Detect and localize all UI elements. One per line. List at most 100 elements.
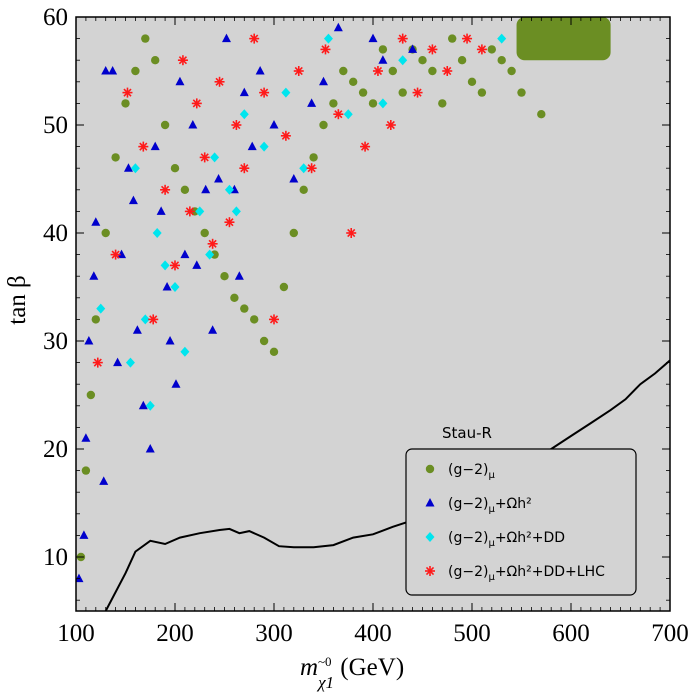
- g2-relic-dd-lhc-point: [160, 184, 171, 195]
- g2-relic-point: [113, 357, 123, 367]
- g2-relic-point: [101, 66, 111, 75]
- g2-point: [230, 293, 239, 302]
- x-tick-label: 200: [156, 620, 194, 647]
- g2-relic-dd-lhc-point: [412, 87, 423, 98]
- legend-entry-label: (g−2)μ+Ωh²+DD: [448, 530, 565, 549]
- g2-relic-dd-lhc-point: [346, 228, 357, 238]
- x-tick-label: 500: [453, 620, 491, 647]
- g2-point: [467, 77, 477, 87]
- g2-relic-dd-point: [96, 303, 106, 314]
- g2-relic-dd-point: [259, 141, 269, 152]
- g2-relic-dd-lhc-point: [442, 66, 453, 76]
- g2-point: [428, 66, 437, 76]
- g2-relic-dd-lhc-point: [427, 44, 438, 55]
- g2-relic-dd-point: [205, 249, 215, 260]
- g2-relic-point: [333, 22, 343, 32]
- g2-relic-point: [145, 444, 155, 453]
- g2-relic-point: [175, 76, 185, 86]
- g2-relic-point: [247, 141, 257, 151]
- g2-relic-dd-lhc-point: [184, 206, 195, 217]
- g2-point: [368, 99, 378, 108]
- x-axis-label-sup: ~0: [318, 654, 332, 669]
- g2-point: [269, 347, 279, 356]
- y-tick-label: 30: [43, 328, 68, 355]
- g2-relic-dd-lhc-point: [476, 44, 487, 55]
- g2-relic-dd-point: [231, 206, 241, 217]
- g2-relic-dd-lhc-point: [280, 130, 291, 141]
- g2-point: [289, 228, 298, 238]
- g2-relic-dd-lhc-point: [191, 98, 202, 109]
- g2-relic-point: [192, 260, 202, 269]
- g2-point: [121, 99, 130, 108]
- g2-relic-point: [99, 476, 109, 485]
- g2-relic-dd-point: [160, 260, 170, 271]
- g2-point: [160, 120, 170, 130]
- g2-relic-dd-lhc-point: [293, 66, 304, 76]
- g2-relic-dd-lhc-point: [320, 44, 331, 55]
- g2-relic-dd-lhc-point: [306, 163, 317, 174]
- curve-layer: [104, 359, 670, 611]
- g2-relic-dd-lhc-point: [397, 33, 408, 44]
- g2-relic-point: [307, 98, 317, 107]
- g2-relic-dd-lhc-point: [231, 120, 242, 130]
- g2-relic-dd-lhc-point: [269, 314, 279, 325]
- g2-point: [180, 185, 190, 194]
- g2-relic-point: [79, 530, 89, 539]
- g2-point: [101, 228, 110, 238]
- legend-box: [405, 448, 637, 596]
- g2-point: [388, 66, 397, 76]
- g2-point: [91, 315, 101, 324]
- g2-relic-dd-point: [497, 33, 507, 44]
- g2-relic-point: [269, 120, 279, 129]
- g2-relic-dd-lhc-point: [239, 163, 250, 174]
- x-tick-label: 400: [354, 620, 392, 647]
- x-tick-label: 300: [255, 620, 293, 647]
- g2-point: [220, 272, 229, 281]
- g2-relic-dd-point: [281, 87, 291, 98]
- g2-point: [240, 304, 249, 313]
- g2-relic-dd-point: [130, 163, 140, 174]
- x-axis-label: mχ1 (GeV): [300, 654, 404, 692]
- g2-relic-dd-point: [299, 163, 309, 174]
- g2-relic-point: [234, 271, 244, 280]
- g2-relic-point: [165, 336, 175, 345]
- g2-relic-dd-point: [125, 357, 135, 368]
- g2-point: [448, 34, 457, 43]
- g2-relic-dd-lhc-point: [148, 314, 159, 325]
- g2-relic-dd-lhc-point: [372, 66, 383, 76]
- g2-relic-point: [89, 271, 99, 280]
- g2-relic-point: [156, 206, 166, 215]
- g2-relic-point: [91, 217, 101, 226]
- y-tick-label: 20: [43, 436, 68, 463]
- g2-relic-point: [208, 325, 218, 334]
- g2-relic-point: [171, 379, 181, 388]
- g2-point: [349, 77, 358, 87]
- g2-relic-point: [368, 33, 378, 43]
- g2-relic-dd-point: [140, 314, 150, 325]
- g2-relic-dd-point: [180, 346, 190, 357]
- tick-layer: 100 200 300 400 500 600 700 10 20 30 40 50 60: [43, 4, 689, 647]
- legend-marker-diamond: [425, 532, 435, 542]
- g2-point: [86, 390, 96, 400]
- g2-relic-point: [138, 400, 148, 410]
- legend-entry-label: (g−2)μ: [448, 462, 495, 481]
- g2-point: [210, 250, 219, 259]
- g2-relic-dd-lhc-point: [259, 87, 270, 98]
- dense-point-cluster: [516, 17, 611, 61]
- g2-relic-point: [128, 195, 138, 205]
- boundary-curve: [104, 359, 670, 611]
- g2-point: [358, 88, 368, 97]
- g2-relic-point: [76, 573, 84, 583]
- legend-marker-star: [425, 566, 435, 576]
- legend-marker-triangle: [425, 498, 435, 507]
- g2-relic-dd-lhc-point: [360, 141, 371, 152]
- y-tick-label: 60: [43, 4, 68, 31]
- g2-relic-point: [221, 33, 231, 43]
- g2-point: [81, 466, 91, 475]
- g2-relic-dd-lhc-point: [207, 238, 218, 249]
- g2-point: [457, 56, 467, 65]
- y-tick-label: 40: [43, 220, 68, 247]
- legend-entry-label: (g−2)μ+Ωh²: [448, 496, 532, 515]
- g2-relic-dd-point: [378, 98, 388, 109]
